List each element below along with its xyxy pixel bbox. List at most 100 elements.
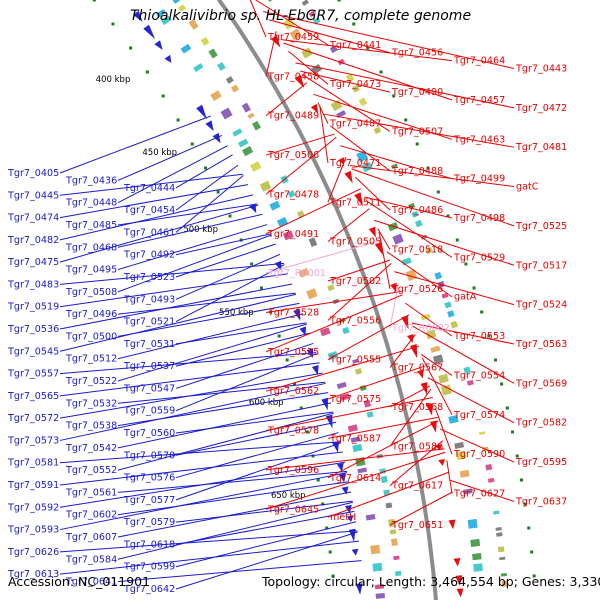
gene-feature — [336, 462, 344, 472]
gene-label: Tgr7_0405 — [7, 168, 59, 179]
leader-line — [117, 292, 296, 315]
leader-line — [117, 560, 362, 583]
gene-feature — [429, 420, 437, 433]
gene-feature — [389, 529, 397, 535]
leader-line — [59, 262, 284, 285]
gc-tick-mark — [328, 550, 332, 554]
gene-feature — [365, 513, 376, 521]
gene-feature — [339, 393, 350, 401]
gene-feature — [319, 327, 331, 337]
gene-feature — [390, 163, 398, 169]
leader-line — [446, 460, 453, 494]
gene-feature — [354, 192, 363, 207]
leader-line — [389, 385, 431, 408]
leader-line — [117, 145, 228, 204]
gene-feature — [301, 47, 313, 59]
leader-line — [59, 472, 348, 531]
accession-text: Accession: NC_011901 — [8, 574, 151, 589]
gene-feature — [247, 112, 255, 119]
topology-text: Topology: circular; Length: 3,464,554 bp… — [262, 574, 600, 589]
leader-line — [265, 82, 308, 117]
gene-label: Tgr7_0522 — [65, 376, 117, 387]
gene-feature — [470, 538, 481, 547]
gene-feature — [354, 368, 363, 375]
gene-label: Tgr7_0487 — [329, 119, 381, 130]
leader-line — [175, 154, 233, 189]
leader-line — [175, 264, 285, 323]
gene-label: Tgr7_0599 — [123, 562, 175, 573]
gene-feature — [312, 17, 321, 25]
leader-line — [175, 432, 339, 479]
gene-label: Tgr7_0561 — [65, 487, 117, 498]
gene-feature — [472, 552, 482, 561]
gene-label: Tgr7_0568 — [391, 402, 443, 413]
gc-tick-mark — [520, 478, 524, 482]
gene-feature — [374, 242, 383, 255]
scale-label: 600 kbp — [249, 398, 284, 408]
gc-tick-mark — [436, 190, 440, 194]
gene-feature — [463, 366, 471, 374]
gene-feature — [299, 326, 307, 336]
gene-label: Tgr7_0554 — [453, 370, 505, 381]
leader-line — [117, 491, 352, 538]
gene-label: Tgr7_0547 — [123, 383, 175, 394]
gene-label: Tgr7_0471 — [329, 158, 381, 169]
leader-line — [175, 332, 311, 367]
gene-label: Tgr7_0464 — [453, 56, 505, 67]
gc-tick-mark — [523, 502, 527, 506]
gene-label: Tgr7_0642 — [123, 584, 175, 595]
leader-line — [427, 377, 515, 424]
gene-label: Tgr7_0461 — [123, 227, 175, 238]
gene-label: Tgr7_0459 — [267, 32, 319, 43]
gene-label: Tgr7_0614 — [329, 473, 381, 484]
leader-line — [364, 196, 453, 219]
gene-feature — [296, 210, 305, 218]
gc-tick-mark — [455, 238, 459, 242]
leader-line — [377, 228, 391, 250]
gene-label: gatC — [516, 182, 539, 193]
gene-feature — [210, 90, 222, 102]
leader-line — [300, 70, 391, 93]
gene-label: Tgr7_0478 — [267, 189, 319, 200]
leader-line — [330, 125, 391, 172]
gene-feature — [388, 518, 396, 528]
gene-label: Tgr7_0587 — [329, 433, 381, 444]
gene-feature — [232, 128, 243, 137]
leader-line — [175, 531, 358, 590]
gene-feature — [383, 489, 391, 496]
leader-line — [421, 354, 453, 376]
gene-label: Tgr7_0607 — [65, 532, 117, 543]
gene-feature — [497, 546, 505, 553]
gene-feature — [453, 558, 461, 567]
gene-feature — [188, 19, 199, 30]
gene-feature — [434, 271, 443, 280]
gene-feature — [485, 463, 493, 471]
gc-tick-mark — [493, 358, 497, 362]
leader-line — [355, 176, 391, 211]
gene-feature — [473, 563, 483, 572]
leader-line — [268, 19, 391, 54]
gene-label: Tgr7_0578 — [267, 426, 319, 437]
gene-label: Tgr7_0613 — [7, 569, 59, 580]
gene-feature — [357, 467, 367, 474]
leader-line — [317, 102, 329, 124]
gene-label: Tgr7_0563 — [515, 339, 567, 350]
gene-feature — [178, 4, 187, 13]
gene-feature — [259, 180, 272, 192]
gene-label: Tgr7_0581 — [7, 458, 59, 469]
leader-line — [59, 530, 358, 553]
gene-label: Tgr7_0545 — [7, 346, 59, 357]
leader-line — [59, 540, 360, 575]
gene-feature — [406, 334, 414, 344]
gene-feature — [352, 443, 363, 453]
gene-feature — [154, 40, 163, 50]
gene-feature — [352, 358, 359, 364]
leader-line — [351, 168, 515, 227]
gene-label: Tgr7_0596 — [267, 465, 319, 476]
gene-label: Tgr7_0458 — [267, 71, 319, 82]
gene-label: Tgr7_0496 — [65, 309, 117, 320]
gene-label: Tgr7_0444 — [123, 183, 175, 194]
gc-tick-mark — [204, 166, 208, 170]
gene-feature — [325, 414, 333, 429]
gene-label: Tgr7_0592 — [7, 502, 59, 513]
